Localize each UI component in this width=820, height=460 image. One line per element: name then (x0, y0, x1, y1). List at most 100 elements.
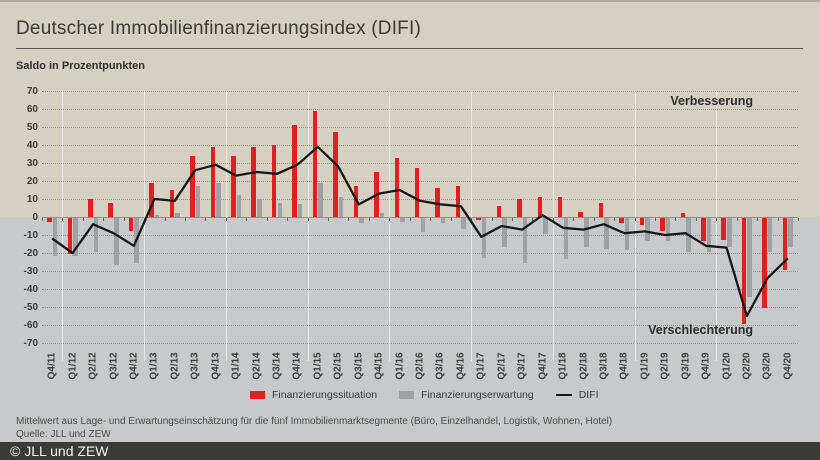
axis-tick (675, 218, 677, 221)
x-tick-label-Q4/11: Q4/11 (46, 352, 58, 380)
bar-finanzierungssituation-Q2/17 (496, 206, 502, 217)
bar-finanzierungserwartung-Q4/11 (52, 218, 58, 256)
x-tick-label-Q1/15: Q1/15 (312, 352, 324, 380)
x-tick-label-Q1/19: Q1/19 (639, 352, 651, 380)
legend-item-finanzierungserwartung: Finanzierungserwartung (399, 389, 534, 401)
x-tick-label-Q3/13: Q3/13 (189, 352, 201, 380)
y-tick-label--10: -10 (23, 230, 38, 241)
axis-tick (491, 218, 493, 221)
year-separator-13 (225, 91, 227, 361)
x-tick-label-Q4/19: Q4/19 (700, 352, 712, 380)
copyright-bar: © JLL und ZEW (0, 442, 820, 460)
gridline--70 (42, 342, 798, 344)
bar-finanzierungssituation-Q2/16 (414, 168, 420, 217)
bar-finanzierungserwartung-Q1/15 (318, 182, 323, 217)
x-tick-label-Q3/17: Q3/17 (516, 352, 528, 380)
x-tick-label-Q3/14: Q3/14 (271, 352, 283, 380)
legend-item-finanzierungssituation: Finanzierungssituation (250, 389, 377, 401)
bar-finanzierungssituation-Q4/16 (455, 186, 461, 217)
x-tick-label-Q3/19: Q3/19 (680, 352, 692, 380)
bar-finanzierungssituation-Q4/19 (701, 218, 706, 242)
bar-finanzierungssituation-Q3/17 (517, 199, 522, 217)
bar-finanzierungserwartung-Q4/16 (461, 218, 466, 229)
bar-finanzierungserwartung-Q2/13 (175, 213, 180, 217)
axis-tick (634, 218, 636, 221)
x-tick-label-Q4/12: Q4/12 (128, 352, 140, 380)
gridline-50 (42, 126, 798, 128)
x-tick-label-Q1/16: Q1/16 (394, 352, 406, 380)
year-separator-11 (62, 91, 64, 361)
y-tick-label-40: 40 (26, 140, 38, 151)
situation-swatch-icon (250, 391, 265, 399)
x-tick-label-Q2/17: Q2/17 (496, 352, 508, 380)
bar-finanzierungssituation-Q1/12 (67, 218, 73, 254)
x-tick-label-Q4/14: Q4/14 (291, 352, 303, 380)
year-separator-15 (389, 91, 391, 361)
bar-finanzierungssituation-Q4/15 (374, 172, 379, 217)
bar-finanzierungssituation-Q3/20 (762, 218, 767, 308)
axis-tick (552, 218, 554, 221)
gridline-10 (42, 198, 798, 200)
gridline--30 (42, 270, 798, 272)
x-tick-label-Q3/16: Q3/16 (434, 352, 446, 380)
bar-finanzierungssituation-Q2/20 (741, 218, 747, 325)
axis-tick (573, 218, 575, 221)
bar-finanzierungssituation-Q4/12 (128, 218, 134, 231)
annotation-verbesserung: Verbesserung (670, 94, 753, 108)
page-title: Deutscher Immobilienfinanzierungsindex (… (16, 18, 421, 39)
bar-finanzierungserwartung-Q4/19 (706, 218, 712, 253)
axis-tick (307, 218, 309, 221)
y-tick-label--30: -30 (23, 266, 38, 277)
bar-finanzierungserwartung-Q1/18 (563, 218, 569, 260)
bar-finanzierungserwartung-Q2/19 (665, 218, 671, 242)
x-tick-label-Q1/14: Q1/14 (230, 352, 242, 380)
gridline-70 (42, 90, 798, 92)
bar-finanzierungserwartung-Q4/17 (543, 218, 548, 235)
bar-finanzierungssituation-Q4/18 (619, 218, 624, 224)
bar-finanzierungserwartung-Q3/16 (440, 218, 446, 224)
bar-finanzierungserwartung-Q2/14 (257, 199, 262, 217)
bar-finanzierungssituation-Q1/13 (149, 182, 154, 217)
year-separator-14 (307, 91, 309, 361)
x-tick-label-Q3/18: Q3/18 (598, 352, 610, 380)
bar-finanzierungssituation-Q3/19 (680, 213, 686, 217)
axis-tick (164, 218, 166, 221)
y-tick-label--60: -60 (23, 320, 38, 331)
bar-finanzierungssituation-Q3/13 (190, 155, 195, 217)
axis-tick (777, 218, 779, 221)
bar-finanzierungssituation-Q4/11 (47, 218, 52, 222)
axis-tick (654, 218, 656, 221)
axis-tick (389, 218, 391, 221)
legend-item-difi: DIFI (555, 389, 599, 401)
bar-finanzierungserwartung-Q3/20 (767, 218, 773, 253)
axis-tick (328, 218, 330, 221)
bar-finanzierungserwartung-Q1/13 (154, 215, 160, 217)
y-tick-label-60: 60 (26, 104, 38, 115)
bar-finanzierungserwartung-Q2/17 (502, 218, 507, 247)
year-separator-12 (144, 91, 146, 361)
bar-finanzierungssituation-Q1/16 (394, 157, 400, 217)
bar-finanzierungssituation-Q2/19 (660, 218, 665, 231)
bar-finanzierungserwartung-Q1/16 (400, 218, 405, 222)
axis-tick (348, 218, 350, 221)
bar-finanzierungssituation-Q3/12 (108, 202, 113, 217)
bar-finanzierungssituation-Q1/17 (476, 218, 481, 220)
axis-tick (593, 218, 595, 221)
gridline-30 (42, 162, 798, 164)
x-tick-label-Q2/18: Q2/18 (578, 352, 589, 380)
bar-finanzierungserwartung-Q3/17 (522, 218, 528, 263)
bar-finanzierungssituation-Q4/13 (210, 146, 216, 217)
bar-finanzierungserwartung-Q4/14 (297, 204, 303, 217)
bar-finanzierungserwartung-Q3/19 (686, 218, 691, 253)
bar-finanzierungserwartung-Q1/17 (481, 218, 487, 258)
gridline--40 (42, 288, 798, 290)
year-separator-17 (552, 91, 554, 361)
difi-line-swatch-icon (555, 393, 572, 397)
axis-tick (695, 218, 697, 221)
x-tick-label-Q4/13: Q4/13 (210, 352, 222, 380)
axis-tick (409, 218, 411, 221)
x-tick-label-Q1/12: Q1/12 (67, 352, 79, 380)
bar-finanzierungssituation-Q4/20 (782, 218, 788, 271)
axis-tick (205, 218, 207, 221)
x-tick-label-Q1/20: Q1/20 (721, 352, 732, 380)
